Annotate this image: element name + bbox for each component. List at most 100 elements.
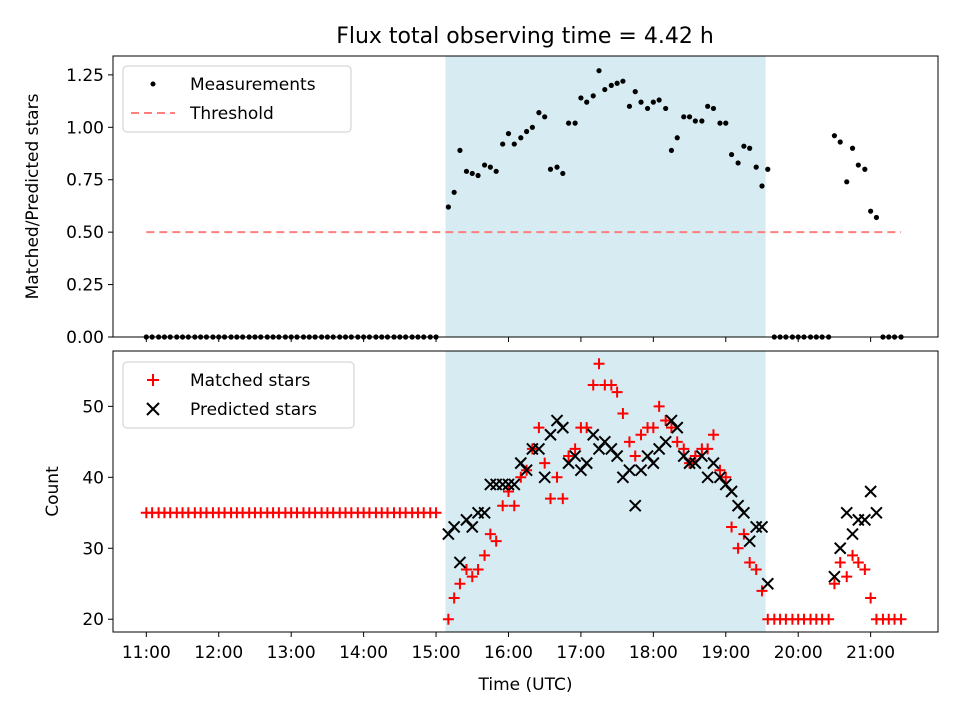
predicted-star-marker <box>671 421 684 434</box>
matched-star-marker <box>605 379 617 391</box>
matched-star-marker <box>647 422 659 434</box>
measurement-point <box>638 99 644 105</box>
matched-star-marker <box>508 500 520 512</box>
measurement-point <box>759 183 765 189</box>
matched-star-marker <box>750 564 762 576</box>
matched-star-marker <box>726 521 738 533</box>
measurement-point <box>873 214 880 221</box>
bottom-xtick-label: 19:00 <box>701 643 750 663</box>
matched-star-marker <box>544 493 556 505</box>
predicted-star-marker <box>870 506 883 519</box>
top-legend-box <box>122 65 352 133</box>
predicted-star-marker <box>623 464 636 477</box>
measurement-point <box>565 120 572 126</box>
predicted-star-marker <box>707 456 720 470</box>
top-ytick-label: 1.00 <box>66 118 104 138</box>
legend-marker-matched <box>147 374 159 386</box>
measurement-point <box>747 145 753 151</box>
matched-star-marker <box>539 457 551 469</box>
matched-star-marker <box>623 436 635 448</box>
measurement-point <box>554 164 560 170</box>
matched-star-marker <box>744 556 756 568</box>
matched-star-marker <box>635 429 647 441</box>
predicted-star-marker <box>580 456 593 470</box>
measurement-point <box>536 110 542 116</box>
x-axis-label: Time (UTC) <box>478 675 573 695</box>
predicted-star-marker <box>683 456 696 470</box>
matched-star-marker <box>515 471 527 483</box>
bottom-observing-span <box>445 351 766 632</box>
top-y-ticks: 0.00 0.25 0.50 0.75 1.00 1.25 <box>66 66 113 348</box>
predicted-star-marker <box>840 506 853 519</box>
matched-star-marker <box>581 422 593 434</box>
measurement-point <box>681 114 687 120</box>
legend-marker-predicted <box>146 402 160 416</box>
matched-star-marker <box>502 486 514 497</box>
top-ytick-label: 1.25 <box>66 66 104 86</box>
measurement-point <box>518 135 524 141</box>
measurement-point <box>481 162 488 168</box>
measurement-point <box>753 164 759 170</box>
predicted-star-marker <box>520 464 533 477</box>
predicted-star-marker <box>737 506 751 519</box>
matched-star-marker <box>834 556 846 568</box>
top-ytick-label: 0.50 <box>66 223 104 243</box>
matched-star-marker <box>557 493 569 505</box>
matched-star-marker <box>497 500 509 512</box>
predicted-star-marker <box>864 485 877 498</box>
matched-star-marker <box>689 450 701 462</box>
predicted-star-marker <box>538 471 551 484</box>
matched-star-marker <box>460 564 472 576</box>
predicted-star-marker <box>453 556 467 569</box>
measurement-point <box>608 82 614 88</box>
bottom-ytick-label: 50 <box>82 397 104 417</box>
measurement-point <box>862 166 868 172</box>
bottom-xtick-label: 12:00 <box>194 643 243 663</box>
measurement-point <box>844 179 850 185</box>
matched-star-marker <box>828 578 840 590</box>
measurement-point <box>728 151 735 158</box>
measurement-point <box>560 170 566 177</box>
measurement-point <box>686 114 693 120</box>
measurement-point <box>584 99 590 105</box>
measurement-point <box>493 168 499 174</box>
measurement-point <box>723 120 729 126</box>
matched-star-marker <box>660 415 672 427</box>
matched-star-marker <box>563 450 575 462</box>
legend-label-threshold: Threshold <box>189 104 274 124</box>
predicted-star-marker <box>502 478 515 491</box>
bottom-xtick-label: 20:00 <box>774 643 823 663</box>
matched-star-marker <box>665 422 677 434</box>
measurement-point <box>578 95 584 101</box>
predicted-star-marker <box>755 520 769 534</box>
predicted-star-marker <box>761 577 774 590</box>
bottom-y-axis-label: Count <box>43 466 63 517</box>
matched-star-marker <box>484 528 496 540</box>
predicted-star-marker <box>695 449 709 463</box>
predicted-star-marker <box>544 428 557 441</box>
bottom-ytick-label: 20 <box>82 610 104 630</box>
measurement-point <box>500 141 506 147</box>
matched-star-marker <box>472 564 484 576</box>
measurement-point <box>868 208 874 214</box>
predicted-star-marker <box>556 421 570 434</box>
measurement-point <box>692 118 698 124</box>
predicted-star-marker <box>484 478 497 491</box>
matched-star-marker <box>738 528 750 540</box>
measurement-point <box>668 147 675 153</box>
measurement-point <box>505 130 512 137</box>
matched-star-marker <box>707 429 719 441</box>
predicted-star-marker <box>447 520 461 534</box>
top-y-axis-label: Matched/Predicted stars <box>23 93 43 299</box>
matched-star-marker <box>714 464 726 476</box>
predicted-star-marker <box>659 435 672 449</box>
top-ytick-label: 0.00 <box>66 328 104 348</box>
matched-star-marker <box>569 443 581 455</box>
bottom-xtick-label: 18:00 <box>629 643 678 663</box>
measurement-point <box>463 168 470 174</box>
top-panel: 0.00 0.25 0.50 0.75 1.00 1.25 Matched/Predict… <box>23 55 939 348</box>
top-ytick-label: 0.25 <box>66 276 104 296</box>
bottom-legend: Matched stars Predicted stars <box>122 361 355 429</box>
measurement-point <box>529 124 535 130</box>
measurement-point <box>523 128 530 135</box>
